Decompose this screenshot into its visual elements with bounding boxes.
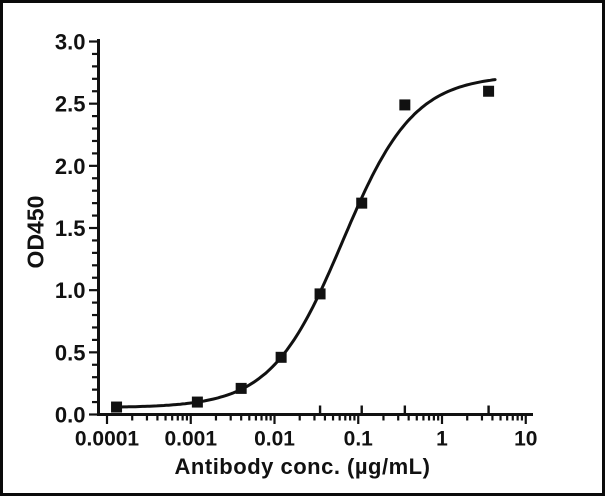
data-points: [111, 85, 495, 413]
data-point-square: [275, 351, 287, 363]
data-point-square: [356, 197, 368, 209]
fit-curve: [115, 78, 497, 409]
y-axis-ticks: [89, 40, 97, 416]
y-axis-title: OD450: [22, 195, 49, 269]
x-axis-title: Antibody conc. (µg/mL): [174, 454, 431, 479]
x-tick-label: 1: [436, 428, 448, 451]
x-tick-label: 0.01: [254, 428, 295, 451]
x-tick-label: 10: [514, 428, 537, 451]
y-tick-label: 1.0: [55, 278, 86, 303]
data-point-square: [235, 382, 247, 394]
y-tick-label: 1.5: [55, 216, 86, 241]
x-tick-labels: 0.0001 0.001 0.01 0.1 1 10: [75, 428, 538, 451]
y-tick-label: 3.0: [55, 30, 86, 55]
data-point-square: [399, 99, 411, 111]
y-tick-label: 0.0: [55, 403, 86, 428]
data-position-up-ticks: [318, 405, 490, 413]
data-point-square: [111, 401, 123, 413]
x-axis-ticks: [105, 416, 527, 424]
x-tick-label: 0.0001: [75, 428, 140, 451]
axes: [97, 39, 533, 416]
y-tick-label: 0.5: [55, 340, 86, 365]
x-tick-label: 0.1: [344, 428, 374, 451]
data-point-square: [314, 288, 326, 300]
dose-response-chart: 0.0 0.5 1.0 1.5 2.0 2.5 3.0 0.0001 0.001 0.01 0.1 1…: [55, 30, 538, 451]
data-point-square: [191, 396, 203, 408]
y-tick-labels: 0.0 0.5 1.0 1.5 2.0 2.5 3.0: [55, 30, 86, 428]
y-tick-label: 2.5: [55, 92, 86, 117]
y-tick-label: 2.0: [55, 154, 86, 179]
data-point-square: [483, 85, 495, 97]
x-tick-label: 0.001: [164, 428, 217, 451]
